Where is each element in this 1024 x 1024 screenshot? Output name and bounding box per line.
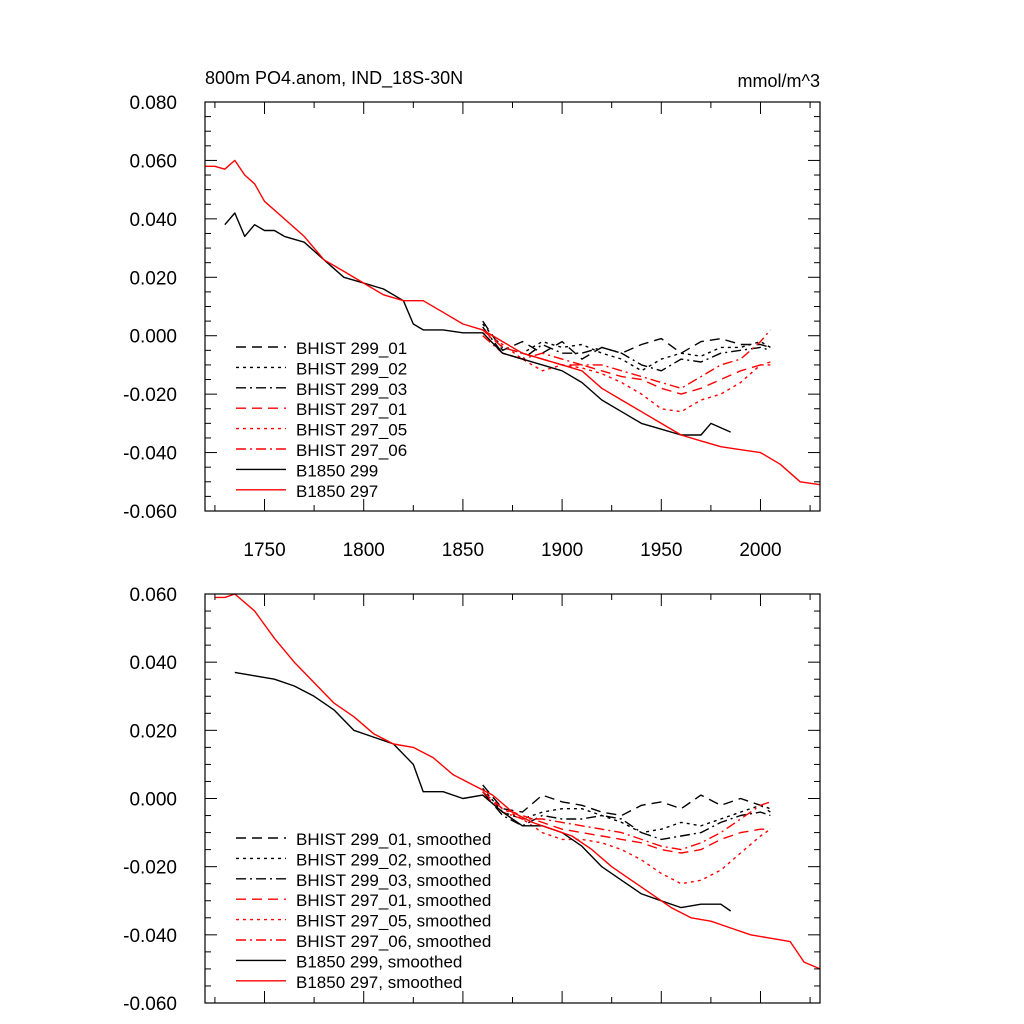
y-tick-label: 0.040 (129, 210, 177, 231)
chart-bottom: 0.060 0.040 0.020 0.000 -0.020 -0.040 -0.060 B… (123, 585, 821, 1015)
series-line-5 (482, 794, 771, 851)
series-line-0 (482, 784, 771, 817)
ticks-layer: 0.060 0.040 0.020 0.000 -0.020 -0.040 -0.060 (123, 585, 820, 1015)
legend-label-7: B1850 297, smoothed (296, 973, 462, 992)
x-tick-label: 2000 (739, 540, 781, 561)
legend-label-2: BHIST 299_03 (296, 380, 407, 399)
legend-label-5: BHIST 297_06 (296, 441, 407, 460)
legend-label-4: BHIST 297_05, smoothed (296, 912, 491, 931)
series-line-5 (482, 329, 771, 389)
y-tick-label: -0.020 (123, 858, 177, 879)
y-tick-label: 0.020 (129, 268, 177, 289)
x-tick-label: 1750 (243, 540, 285, 561)
y-tick-label: -0.060 (123, 994, 177, 1015)
legend-label-3: BHIST 297_01, smoothed (296, 891, 491, 910)
legend-label-6: B1850 299 (296, 461, 378, 480)
chart-units: mmol/m^3 (738, 71, 820, 91)
x-tick-label: 1950 (640, 540, 682, 561)
series-line-6 (234, 671, 732, 912)
series-line-7 (214, 593, 821, 970)
y-tick-label: -0.040 (123, 444, 177, 465)
y-tick-label: 0.040 (129, 653, 177, 674)
legend-label-1: BHIST 299_02 (296, 359, 407, 378)
chart-title: 800m PO4.anom, IND_18S-30N (205, 68, 463, 89)
legend-label-0: BHIST 299_01, smoothed (296, 830, 491, 849)
legend-label-6: B1850 299, smoothed (296, 952, 462, 971)
series-line-0 (482, 320, 771, 360)
x-tick-label: 1800 (343, 540, 385, 561)
series-line-6 (224, 212, 731, 436)
chart-top: 800m PO4.anom, IND_18S-30N mmol/m^3 0.08… (123, 68, 821, 561)
series-line-7 (205, 159, 821, 486)
legend-label-5: BHIST 297_06, smoothed (296, 932, 491, 951)
y-tick-label: 0.060 (129, 585, 177, 606)
y-tick-label: 0.080 (129, 93, 177, 114)
legend-label-1: BHIST 299_02, smoothed (296, 850, 491, 869)
series-line-2 (482, 791, 771, 841)
series-layer (205, 159, 821, 486)
x-tick-label: 1850 (442, 540, 484, 561)
y-tick-label: 0.000 (129, 327, 177, 348)
series-line-3 (482, 791, 771, 854)
legend-label-7: B1850 297 (296, 482, 378, 501)
y-tick-label: 0.020 (129, 721, 177, 742)
series-line-1 (482, 323, 771, 372)
y-tick-label: 0.000 (129, 790, 177, 811)
y-tick-label: 0.060 (129, 151, 177, 172)
y-tick-label: -0.040 (123, 926, 177, 947)
series-line-2 (482, 326, 771, 372)
legend-label-3: BHIST 297_01 (296, 400, 407, 419)
legend-label-2: BHIST 299_03, smoothed (296, 871, 491, 890)
series-layer (214, 593, 821, 970)
y-tick-label: -0.060 (123, 502, 177, 523)
x-tick-label: 1900 (541, 540, 583, 561)
ticks-layer: 0.080 0.060 0.040 0.020 0.000 -0.020 -0.040 -0.… (123, 93, 820, 561)
y-tick-label: -0.020 (123, 385, 177, 406)
legend-label-4: BHIST 297_05 (296, 421, 407, 440)
legend-label-0: BHIST 299_01 (296, 339, 407, 358)
